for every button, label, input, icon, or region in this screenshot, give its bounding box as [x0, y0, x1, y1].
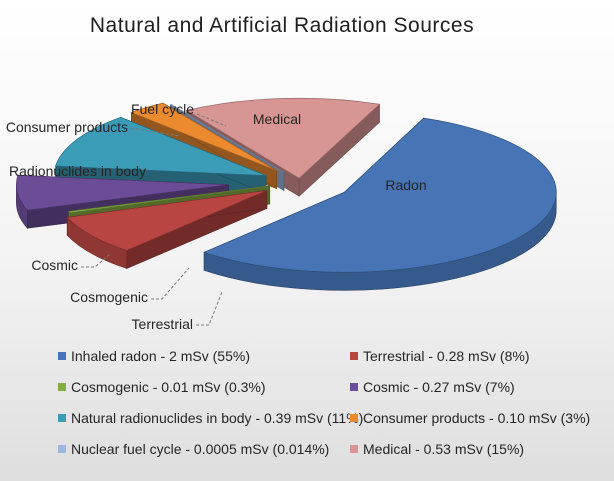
- legend-swatch-radon: [58, 351, 66, 360]
- leader-line-fuel: [196, 113, 227, 127]
- legend-item-consumer: Consumer products - 0.10 mSv (3%): [350, 408, 598, 427]
- slice-label-cosmic: Cosmic: [31, 257, 78, 273]
- pie-labels: Radon Terrestrial Cosmogenic Cosmic Radionuc…: [6, 101, 427, 332]
- pie-slice-terrestrial: [66, 190, 268, 269]
- pie-slice-fuel-top: [169, 104, 285, 173]
- legend-swatch-consumer: [350, 413, 358, 422]
- pie-slice-terrestrial-top: [66, 190, 268, 251]
- legend-label-terrestrial: Terrestrial - 0.28 mSv (8%): [363, 347, 530, 364]
- legend-label-body: Natural radionuclides in body - 0.39 mSv…: [71, 409, 364, 426]
- leader-line-consumer: [130, 127, 181, 137]
- legend-item-terrestrial: Terrestrial - 0.28 mSv (8%): [350, 346, 598, 365]
- pie-slice-radon-top: [203, 117, 557, 273]
- legend-label-cosmic: Cosmic - 0.27 mSv (7%): [363, 378, 515, 395]
- legend-label-consumer: Consumer products - 0.10 mSv (3%): [363, 409, 591, 426]
- legend-swatch-terrestrial: [350, 351, 358, 360]
- slice-label-fuel: Fuel cycle: [131, 101, 194, 117]
- chart-title: Natural and Artificial Radiation Sources: [89, 14, 475, 37]
- leader-line-cosmic: [81, 253, 111, 268]
- legend: Inhaled radon - 2 mSv (55%) Terrestrial -…: [58, 346, 598, 458]
- legend-swatch-medical: [350, 444, 358, 453]
- slice-label-medical: Medical: [253, 111, 301, 127]
- pie-chart: Radon Terrestrial Cosmogenic Cosmic Radionuc…: [6, 97, 557, 332]
- slice-label-body: Radionuclides in body: [9, 163, 146, 179]
- slice-label-terrestrial: Terrestrial: [132, 316, 193, 332]
- pie-slice-consumer-top: [130, 102, 277, 172]
- pie-slice-radon: [203, 117, 557, 291]
- pie-slice-cosmogenic-top: [68, 185, 270, 214]
- slice-label-cosmogenic: Cosmogenic: [70, 289, 148, 305]
- slice-label-consumer: Consumer products: [6, 119, 128, 135]
- legend-item-medical: Medical - 0.53 mSv (15%): [350, 439, 598, 458]
- legend-item-body: Natural radionuclides in body - 0.39 mSv…: [58, 408, 363, 427]
- slice-label-radon: Radon: [385, 177, 426, 193]
- pie-leader-lines: [81, 113, 227, 326]
- legend-item-radon: Inhaled radon - 2 mSv (55%): [58, 346, 350, 365]
- legend-item-fuel: Nuclear fuel cycle - 0.0005 mSv (0.014%): [58, 439, 350, 458]
- legend-swatch-cosmogenic: [58, 382, 66, 391]
- legend-item-cosmic: Cosmic - 0.27 mSv (7%): [350, 377, 598, 396]
- legend-swatch-body: [58, 413, 66, 422]
- pie-slice-body-top: [55, 116, 267, 176]
- legend-item-cosmogenic: Cosmogenic - 0.01 mSv (0.3%): [58, 377, 350, 396]
- pie-slices: [16, 97, 557, 291]
- legend-label-medical: Medical - 0.53 mSv (15%): [363, 440, 525, 457]
- legend-label-fuel: Nuclear fuel cycle - 0.0005 mSv (0.014%): [71, 440, 330, 457]
- leader-line-terrestrial: [196, 291, 223, 326]
- pie-slice-cosmic-top: [16, 174, 229, 211]
- legend-swatch-cosmic: [350, 382, 358, 391]
- legend-label-cosmogenic: Cosmogenic - 0.01 mSv (0.3%): [71, 378, 266, 395]
- pie-slice-medical-top: [185, 97, 381, 179]
- legend-swatch-fuel: [58, 444, 66, 453]
- legend-label-radon: Inhaled radon - 2 mSv (55%): [71, 347, 250, 364]
- leader-line-cosmogenic: [151, 267, 190, 300]
